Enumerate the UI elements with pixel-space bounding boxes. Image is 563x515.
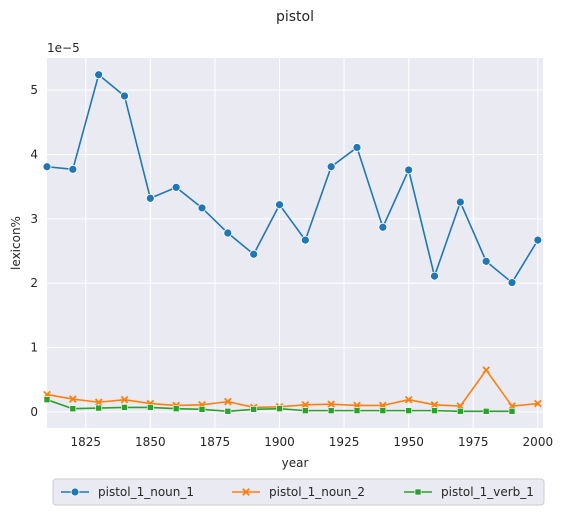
- data-point: [94, 70, 104, 80]
- x-axis-label: year: [282, 456, 309, 470]
- data-point: [352, 143, 362, 152]
- y-tick-label: 1: [30, 341, 38, 355]
- data-point: [198, 406, 206, 413]
- data-point: [68, 395, 77, 403]
- data-point: [378, 222, 388, 232]
- data-point: [457, 407, 464, 415]
- data-point: [95, 404, 102, 412]
- data-point: [223, 397, 232, 406]
- data-point: [250, 406, 257, 413]
- data-point: [455, 197, 465, 207]
- data-point: [533, 235, 543, 245]
- y-tick-label: 3: [30, 212, 38, 226]
- data-point: [300, 235, 310, 245]
- data-point: [431, 407, 438, 414]
- data-point: [197, 203, 207, 213]
- data-point: [42, 162, 52, 172]
- series-pistol_1_verb_1: [43, 396, 516, 415]
- data-point: [145, 193, 155, 203]
- x-tick-label: 2000: [523, 435, 554, 449]
- data-point: [301, 400, 310, 409]
- data-point: [430, 400, 439, 409]
- grid-lines: [47, 58, 543, 428]
- data-point: [508, 407, 516, 415]
- data-point: [172, 405, 180, 412]
- data-point: [69, 405, 77, 412]
- data-point: [482, 407, 490, 415]
- series-line: [46, 369, 538, 409]
- data-point: [327, 400, 336, 409]
- legend-label: pistol_1_noun_2: [269, 485, 365, 499]
- data-point: [120, 395, 129, 404]
- data-point: [533, 399, 542, 408]
- series-layer: [42, 70, 543, 415]
- legend-label: pistol_1_noun_1: [98, 485, 194, 499]
- x-tick-label: 1850: [135, 435, 166, 449]
- x-tick-label: 1975: [458, 435, 489, 449]
- y-tick-label: 4: [30, 148, 38, 162]
- legend-box: [52, 478, 545, 506]
- data-point: [121, 404, 128, 411]
- y-tick-label: 2: [30, 276, 38, 290]
- data-point: [275, 200, 284, 210]
- data-point: [302, 407, 309, 414]
- data-point: [353, 407, 361, 414]
- x-tick-label: 1875: [200, 435, 231, 449]
- y-axis-label: lexicon%: [9, 216, 23, 270]
- series-pistol_1_noun_1: [42, 70, 543, 287]
- data-point: [507, 278, 517, 287]
- x-tick-label: 1950: [393, 435, 424, 449]
- data-point: [481, 256, 491, 266]
- data-point: [171, 182, 181, 192]
- legend-label: pistol_1_verb_1: [441, 485, 534, 499]
- data-point: [404, 165, 414, 175]
- series-line: [46, 73, 539, 284]
- data-point: [482, 366, 491, 374]
- data-point: [68, 164, 78, 174]
- x-axis: 1825 1850 1875 1900 1925 1950 1975 2000: [70, 435, 553, 449]
- data-point: [249, 249, 259, 259]
- x-tick-label: 1925: [329, 435, 360, 449]
- data-point: [276, 405, 283, 412]
- plot-area: [47, 58, 543, 428]
- data-point: [147, 404, 154, 411]
- legend-marker: [414, 488, 422, 496]
- data-point: [224, 407, 232, 415]
- y-tick-label: 5: [30, 83, 38, 97]
- data-point: [326, 162, 336, 172]
- data-point: [223, 228, 233, 238]
- legend-marker: [70, 487, 80, 497]
- x-tick-label: 1900: [264, 435, 295, 449]
- legend: pistol_1_noun_1 pistol_1_noun_2 pistol_1_v…: [52, 478, 545, 506]
- data-point: [120, 91, 129, 101]
- data-point: [430, 271, 439, 281]
- y-tick-label: 0: [30, 405, 38, 419]
- y-axis-scale-label: 1e−5: [47, 41, 80, 55]
- data-point: [43, 396, 51, 403]
- data-point: [379, 407, 387, 414]
- data-point: [404, 395, 413, 404]
- x-tick-label: 1825: [70, 435, 101, 449]
- data-point: [327, 407, 335, 414]
- data-point: [94, 398, 103, 407]
- data-point: [405, 407, 412, 414]
- y-axis: 0 1 2 3 4 5: [30, 83, 38, 419]
- chart-title: pistol: [276, 9, 314, 25]
- legend-marker: [242, 488, 250, 496]
